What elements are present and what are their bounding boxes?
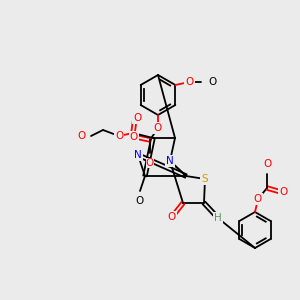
Text: O: O (254, 194, 262, 204)
Text: S: S (202, 174, 208, 184)
Text: O: O (78, 131, 86, 141)
Text: O: O (146, 158, 154, 168)
Text: O: O (136, 196, 144, 206)
Text: O: O (130, 132, 138, 142)
Text: O: O (263, 159, 271, 169)
Text: O: O (154, 123, 162, 133)
Text: O: O (168, 212, 176, 222)
Text: O: O (279, 187, 287, 197)
Text: H: H (214, 213, 222, 223)
Text: N: N (134, 150, 142, 160)
Text: N: N (166, 156, 174, 166)
Text: O: O (208, 77, 217, 87)
Text: O: O (185, 77, 194, 87)
Text: O: O (115, 131, 123, 141)
Text: O: O (133, 113, 141, 123)
